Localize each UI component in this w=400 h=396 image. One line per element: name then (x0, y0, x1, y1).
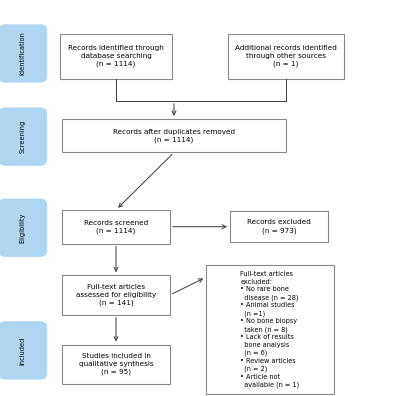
Text: Screening: Screening (20, 120, 26, 153)
Text: Eligibility: Eligibility (20, 213, 26, 243)
FancyBboxPatch shape (62, 275, 170, 315)
FancyBboxPatch shape (0, 25, 47, 82)
Text: Records excluded
(n = 973): Records excluded (n = 973) (247, 219, 311, 234)
FancyBboxPatch shape (0, 322, 47, 379)
FancyBboxPatch shape (0, 199, 47, 257)
Text: Records after duplicates removed
(n = 1114): Records after duplicates removed (n = 11… (113, 129, 235, 143)
FancyBboxPatch shape (228, 34, 344, 79)
FancyBboxPatch shape (60, 34, 172, 79)
Text: Additional records identified
through other sources
(n = 1): Additional records identified through ot… (235, 46, 337, 67)
FancyBboxPatch shape (230, 211, 328, 242)
Text: Records identified through
database searching
(n = 1114): Records identified through database sear… (68, 46, 164, 67)
FancyBboxPatch shape (62, 119, 286, 152)
FancyBboxPatch shape (206, 265, 334, 394)
Text: Included: Included (20, 336, 26, 365)
FancyBboxPatch shape (62, 210, 170, 244)
FancyBboxPatch shape (0, 108, 47, 165)
Text: Full-text articles
excluded:
• No rare bone
  disease (n = 28)
• Animal studies
: Full-text articles excluded: • No rare b… (240, 271, 300, 388)
Text: Full-text articles
assessed for eligibility
(n = 141): Full-text articles assessed for eligibil… (76, 284, 156, 306)
Text: Identification: Identification (20, 32, 26, 75)
Text: Records screened
(n = 1114): Records screened (n = 1114) (84, 220, 148, 234)
Text: Studies included in
qualitative synthesis
(n = 95): Studies included in qualitative synthesi… (79, 353, 153, 375)
FancyBboxPatch shape (62, 345, 170, 384)
